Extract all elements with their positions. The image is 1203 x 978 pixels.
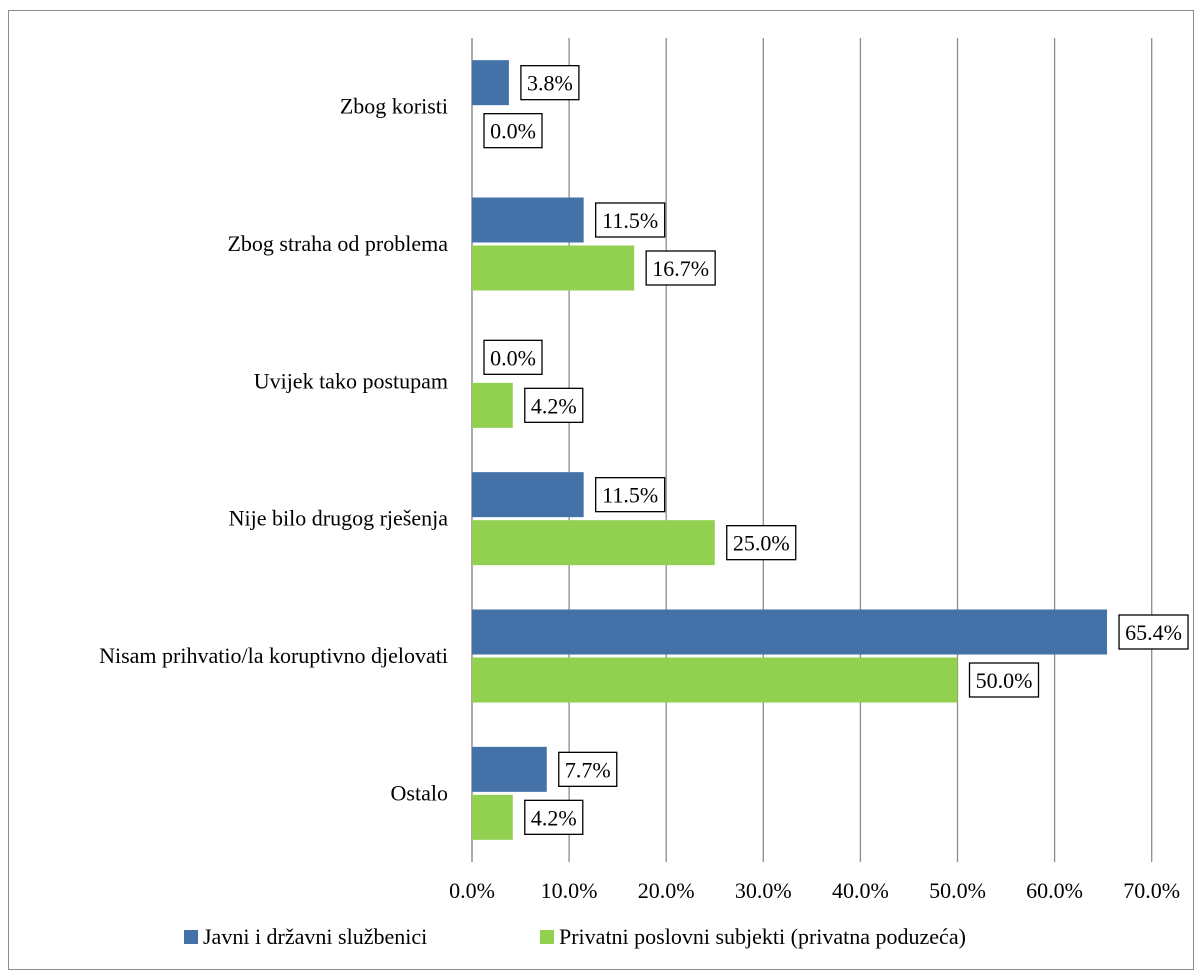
data-label-box — [524, 387, 584, 423]
data-label-privatni-poslovni-subjekti-privatna-poduzeca-nisam-prihvatio-la-koruptivno-djelovati: 50.0% — [976, 668, 1033, 693]
x-tick-label: 30.0% — [735, 878, 792, 903]
data-label-box — [558, 751, 618, 787]
x-tick-label: 70.0% — [1123, 878, 1180, 903]
category-label-zbog-straha-od-problema: Zbog straha od problema — [227, 231, 448, 256]
data-label-javni-i-drzavni-sluzbenici-zbog-koristi: 3.8% — [527, 71, 573, 96]
x-tick-label: 20.0% — [638, 878, 695, 903]
category-label-nije-bilo-drugog-rjesenja: Nije bilo drugog rješenja — [229, 506, 449, 531]
bar-privatni-poslovni-subjekti-privatna-poduzeca-nisam-prihvatio-la-koruptivno-djelovati — [472, 657, 958, 703]
x-tick-label: 50.0% — [929, 878, 986, 903]
data-label-privatni-poslovni-subjekti-privatna-poduzeca-nije-bilo-drugog-rjesenja: 25.0% — [733, 531, 790, 556]
bar-privatni-poslovni-subjekti-privatna-poduzeca-nije-bilo-drugog-rjesenja — [472, 520, 715, 566]
legend-entry-javni-i-drzavni-sluzbenici: Javni i državni službenici — [203, 924, 427, 949]
bar-privatni-poslovni-subjekti-privatna-poduzeca-ostalo — [472, 794, 513, 840]
data-label-javni-i-drzavni-sluzbenici-ostalo: 7.7% — [565, 757, 611, 782]
data-label-javni-i-drzavni-sluzbenici-nisam-prihvatio-la-koruptivno-djelovati: 65.4% — [1125, 620, 1182, 645]
data-label-privatni-poslovni-subjekti-privatna-poduzeca-zbog-koristi: 0.0% — [490, 119, 536, 144]
bar-javni-i-drzavni-sluzbenici-zbog-koristi — [472, 60, 509, 106]
data-label-box — [968, 662, 1040, 698]
category-label-nisam-prihvatio-la-koruptivno-djelovati: Nisam prihvatio/la koruptivno djelovati — [99, 643, 448, 668]
data-label-box — [595, 202, 666, 238]
data-label-javni-i-drzavni-sluzbenici-nije-bilo-drugog-rjesenja: 11.5% — [602, 483, 658, 508]
bar-javni-i-drzavni-sluzbenici-nije-bilo-drugog-rjesenja — [472, 472, 584, 518]
data-label-box — [520, 65, 580, 101]
bar-privatni-poslovni-subjekti-privatna-poduzeca-uvijek-tako-postupam — [472, 382, 513, 428]
bar-javni-i-drzavni-sluzbenici-nisam-prihvatio-la-koruptivno-djelovati — [472, 609, 1108, 655]
legend-entry-privatni-poslovni-subjekti-privatna-poduzeca: Privatni poslovni subjekti (privatna pod… — [559, 924, 966, 949]
x-tick-label: 60.0% — [1026, 878, 1083, 903]
data-label-box — [483, 339, 543, 375]
data-label-box — [726, 525, 797, 561]
bar-javni-i-drzavni-sluzbenici-ostalo — [472, 746, 547, 792]
bar-privatni-poslovni-subjekti-privatna-poduzeca-zbog-straha-od-problema — [472, 245, 635, 291]
x-tick-label: 0.0% — [449, 878, 495, 903]
x-tick-label: 10.0% — [541, 878, 598, 903]
data-label-box — [483, 113, 543, 149]
category-label-ostalo: Ostalo — [391, 780, 448, 805]
data-label-box — [645, 250, 716, 286]
category-label-uvijek-tako-postupam: Uvijek tako postupam — [254, 368, 448, 393]
data-label-privatni-poslovni-subjekti-privatna-poduzeca-uvijek-tako-postupam: 4.2% — [531, 393, 577, 418]
category-label-zbog-koristi: Zbog koristi — [340, 94, 448, 119]
data-label-privatni-poslovni-subjekti-privatna-poduzeca-ostalo: 4.2% — [531, 805, 577, 830]
legend-swatch-privatni-poslovni-subjekti-privatna-poduzeca — [540, 930, 554, 944]
data-label-box — [1118, 614, 1189, 650]
x-tick-label: 40.0% — [832, 878, 889, 903]
data-label-javni-i-drzavni-sluzbenici-zbog-straha-od-problema: 11.5% — [602, 208, 658, 233]
bar-javni-i-drzavni-sluzbenici-zbog-straha-od-problema — [472, 197, 584, 243]
legend-swatch-javni-i-drzavni-sluzbenici — [184, 930, 198, 944]
data-label-javni-i-drzavni-sluzbenici-uvijek-tako-postupam: 0.0% — [490, 345, 536, 370]
data-label-box — [595, 477, 666, 513]
data-label-box — [524, 799, 584, 835]
data-label-privatni-poslovni-subjekti-privatna-poduzeca-zbog-straha-od-problema: 16.7% — [652, 256, 709, 281]
